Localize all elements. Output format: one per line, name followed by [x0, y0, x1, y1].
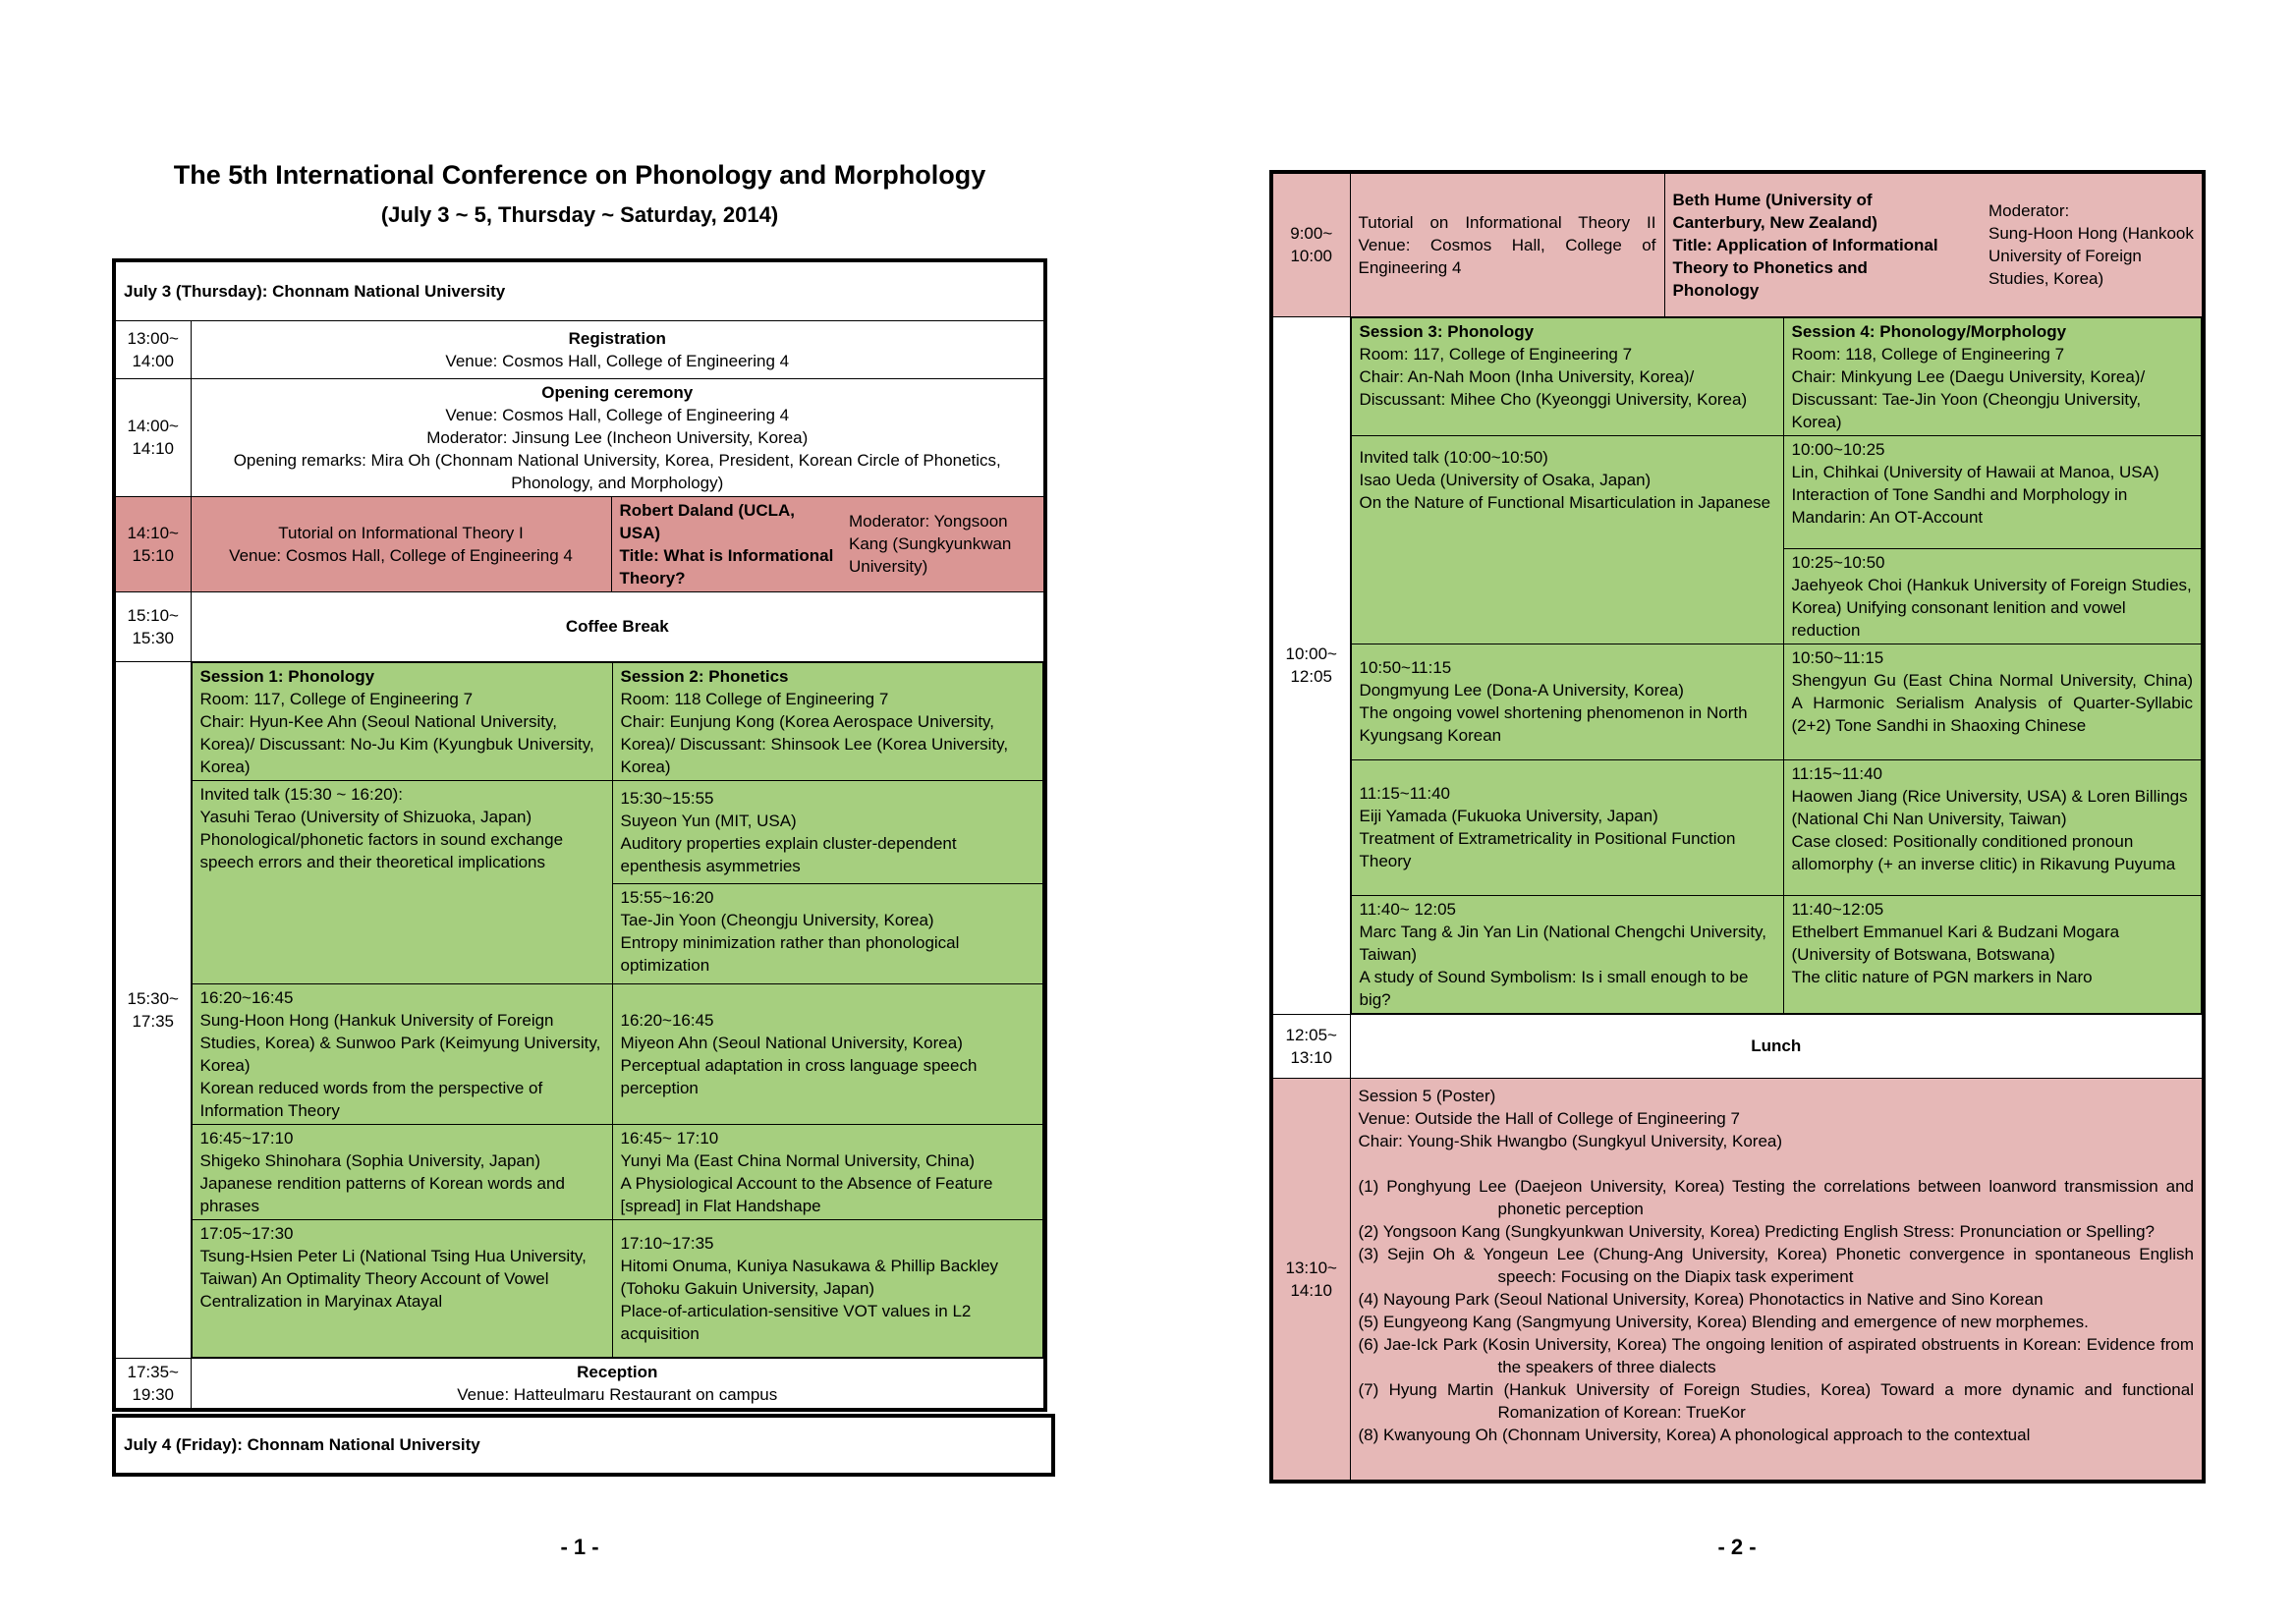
session-3-header: Session 3: Phonology Room: 117, College o…: [1350, 316, 1784, 436]
lunch-row: 12:05~ 13:10 Lunch: [1270, 1013, 2205, 1079]
page-number: - 2 -: [1717, 1535, 1757, 1559]
tutorial-moderator: Moderator: Sung-Hoon Hong (Hankook Univer…: [1949, 171, 2205, 317]
talk-cell: 10:50~11:15 Dongmyung Lee (Dona-A Univers…: [1350, 643, 1784, 760]
day-header: July 3 (Thursday): Chonnam National Univ…: [113, 259, 1046, 321]
day-header-row: July 3 (Thursday): Chonnam National Univ…: [113, 259, 1046, 321]
talk-cell: 11:40~12:05 Ethelbert Emmanuel Kari & Bud…: [1782, 894, 2202, 1014]
tutorial-speaker: Beth Hume (University of Canterbury, New…: [1663, 171, 1949, 317]
talk-cell: 17:10~17:35 Hitomi Onuma, Kuniya Nasukawa…: [611, 1218, 1043, 1358]
tutorial-info: Tutorial on Informational Theory II Venu…: [1349, 171, 1665, 317]
time-cell: 17:35~ 19:30: [113, 1357, 192, 1410]
talk-cell: 16:20~16:45 Sung-Hoon Hong (Hankuk Univer…: [191, 982, 613, 1125]
poster-session-cell: Session 5 (Poster) Venue: Outside the Ha…: [1349, 1077, 2205, 1483]
time-cell: 14:10~ 15:10: [113, 495, 192, 592]
parallel-sessions: Session 1: Phonology Room: 117, College o…: [191, 661, 1044, 1358]
lunch-cell: Lunch: [1349, 1013, 2205, 1079]
conference-dates: (July 3 ~ 5, Thursday ~ Saturday, 2014): [380, 202, 779, 227]
poster-item: (2) Yongsoon Kang (Sungkyunkwan Universi…: [1358, 1221, 2155, 1241]
talk-cell: 15:30~15:55 Suyeon Yun (MIT, USA) Auditory…: [611, 779, 1043, 884]
talk-cell: 16:45~ 17:10 Yunyi Ma (East China Normal …: [611, 1123, 1043, 1220]
poster-item: (6) Jae-Ick Park (Kosin University, Kore…: [1358, 1334, 2195, 1376]
time-cell: 13:10~ 14:10: [1270, 1077, 1351, 1483]
registration-row: 13:00~ 14:00 Registration Venue: Cosmos Ha…: [113, 319, 1046, 379]
poster-item: (3) Sejin Oh & Yongeun Lee (Chung-Ang Un…: [1358, 1244, 2195, 1286]
tutorial-row: 14:10~ 15:10 Tutorial on Informational Th…: [113, 495, 1046, 592]
talk-cell: 11:15~11:40 Eiji Yamada (Fukuoka Universi…: [1350, 758, 1784, 896]
coffee-row: 15:10~ 15:30 Coffee Break: [113, 590, 1046, 662]
coffee-break: Coffee Break: [190, 590, 1046, 662]
talk-cell: 10:00~10:25 Lin, Chihkai (University of H…: [1782, 434, 2202, 549]
time-cell: 9:00~ 10:00: [1270, 171, 1351, 317]
time-cell: 15:30~ 17:35: [113, 660, 192, 1359]
talk-cell: 10:50~11:15 Shengyun Gu (East China Norma…: [1782, 643, 2202, 760]
poster-item: (7) Hyung Martin (Hankuk University of F…: [1358, 1379, 2195, 1422]
tutorial-row: 9:00~ 10:00 Tutorial on Informational The…: [1270, 171, 2205, 317]
opening-row: 14:00~ 14:10 Opening ceremony Venue: Cosmo…: [113, 377, 1046, 497]
talk-cell: 16:20~16:45 Miyeon Ahn (Seoul National Un…: [611, 982, 1043, 1125]
day-header-july-4: July 4 (Friday): Chonnam National Univer…: [112, 1414, 1055, 1477]
schedule-table-july-3: July 3 (Thursday): Chonnam National Univ…: [112, 258, 1047, 1412]
talk-cell: 11:40~ 12:05 Marc Tang & Jin Yan Lin (Nat…: [1350, 894, 1784, 1014]
time-cell: 10:00~ 12:05: [1270, 315, 1351, 1015]
session-2-header: Session 2: Phonetics Room: 118 College of…: [611, 661, 1043, 781]
poster-item: (8) Kwanyoung Oh (Chonnam University, Ko…: [1358, 1425, 2031, 1444]
tutorial-info: Tutorial on Informational Theory I Venue:…: [190, 495, 612, 592]
session-4-header: Session 4: Phonology/Morphology Room: 118…: [1782, 316, 2202, 436]
page-number: - 1 -: [560, 1535, 599, 1559]
talk-cell: 17:05~17:30 Tsung-Hsien Peter Li (Nationa…: [191, 1218, 613, 1358]
poster-item: (1) Ponghyung Lee (Daejeon University, K…: [1358, 1176, 2195, 1218]
sessions-row: 10:00~ 12:05 Session 3: Phonology Room: 11…: [1270, 315, 2204, 1015]
talk-cell: 10:25~10:50 Jaehyeok Choi (Hankuk Univers…: [1782, 547, 2202, 644]
sessions-row: 15:30~ 17:35 Session 1: Phonology Room: 11…: [113, 660, 1045, 1359]
poster-row: 13:10~ 14:10 Session 5 (Poster) Venue: Ou…: [1270, 1077, 2205, 1483]
talk-cell: Invited talk (10:00~10:50) Isao Ueda (Uni…: [1350, 434, 1784, 644]
talk-cell: 15:55~16:20 Tae-Jin Yoon (Cheongju Univer…: [611, 882, 1043, 984]
tutorial-moderator: Moderator: Yongsoon Kang (Sungkyunkwan U…: [845, 495, 1046, 592]
poster-item: (4) Nayoung Park (Seoul National Univers…: [1358, 1289, 2044, 1309]
schedule-table-july-4: 9:00~ 10:00 Tutorial on Informational The…: [1269, 170, 2206, 1484]
talk-cell: Invited talk (15:30 ~ 16:20): Yasuhi Tera…: [191, 779, 613, 984]
talk-cell: 16:45~17:10 Shigeko Shinohara (Sophia Uni…: [191, 1123, 613, 1220]
session-1-header: Session 1: Phonology Room: 117, College o…: [191, 661, 613, 781]
opening-cell: Opening ceremony Venue: Cosmos Hall, Coll…: [190, 377, 1046, 497]
reception-row: 17:35~ 19:30 Reception Venue: Hatteulmaru …: [113, 1357, 1046, 1410]
time-cell: 15:10~ 15:30: [113, 590, 192, 662]
talk-cell: 11:15~11:40 Haowen Jiang (Rice University…: [1782, 758, 2202, 896]
parallel-sessions: Session 3: Phonology Room: 117, College o…: [1350, 316, 2203, 1014]
time-cell: 14:00~ 14:10: [113, 377, 192, 497]
poster-item: (5) Eungyeong Kang (Sangmyung University…: [1358, 1312, 2089, 1331]
registration-cell: Registration Venue: Cosmos Hall, College …: [190, 319, 1046, 379]
time-cell: 12:05~ 13:10: [1270, 1013, 1351, 1079]
tutorial-speaker: Robert Daland (UCLA, USA) Title: What is …: [610, 495, 845, 592]
time-cell: 13:00~ 14:00: [113, 319, 192, 379]
conference-title: The 5th International Conference on Phon…: [173, 160, 986, 190]
reception-cell: Reception Venue: Hatteulmaru Restaurant o…: [190, 1357, 1046, 1410]
